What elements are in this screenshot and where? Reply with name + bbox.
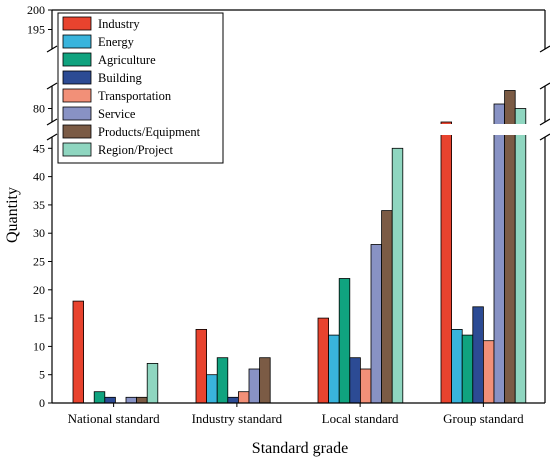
y-tick-label-30: 30	[33, 226, 45, 240]
legend-swatch-5	[62, 106, 92, 121]
axis-break-mark-1-1-1	[539, 45, 550, 53]
axis-break-mark-1-0-1	[539, 82, 550, 90]
bar-region-project-2	[391, 147, 404, 404]
x-axis-title: Standard grade	[252, 440, 348, 457]
bar-service-1	[248, 368, 261, 404]
bar-building-0	[104, 396, 116, 404]
y-axis-title: Quantity	[4, 187, 21, 243]
bar-building-2	[349, 357, 361, 404]
bar-service-3	[493, 103, 506, 404]
y-tick-label-5: 5	[39, 368, 45, 382]
legend-swatch-6	[62, 124, 92, 139]
bar-agriculture-3	[461, 334, 474, 404]
bar-industry-2	[317, 317, 330, 404]
bar-industry-3	[440, 121, 453, 404]
legend-swatch-7	[62, 142, 92, 157]
legend-label-2: Agriculture	[98, 53, 156, 67]
legend-label-4: Transportation	[98, 89, 172, 103]
legend-swatch-2	[62, 52, 92, 67]
bar-industry-1	[195, 328, 208, 404]
legend-swatch-0	[62, 16, 92, 31]
bar-region-project-0	[146, 362, 159, 404]
bar-transportation-3	[482, 340, 495, 404]
y-tick-label-195: 195	[27, 23, 45, 37]
bar-energy-2	[328, 334, 340, 404]
bar-products-equipment-0	[136, 396, 148, 404]
legend-label-0: Industry	[98, 17, 140, 31]
legend-label-3: Building	[98, 71, 143, 85]
bar-products-equipment-3	[504, 90, 516, 404]
legend-label-5: Service	[98, 107, 136, 121]
ticks-layer: 0 5 10 15 20 25 30 35 40 45 80 195 200	[27, 3, 52, 410]
legend-swatch-4	[62, 88, 92, 103]
bar-energy-1	[206, 374, 218, 404]
axis-break-mark-1-1-0	[46, 45, 58, 53]
category-label-0: National standard	[68, 411, 161, 426]
y-tick-label-40: 40	[33, 170, 45, 184]
legend: Industry Energy Agriculture Building Transpo…	[57, 12, 224, 164]
y-tick-label-80: 80	[33, 102, 45, 116]
axis-break-mark-0-0-1	[539, 133, 550, 141]
y-tick-label-200: 200	[27, 3, 45, 17]
y-tick-label-35: 35	[33, 198, 45, 212]
bar-products-equipment-2	[381, 210, 393, 404]
axis-break-mark-0-1-0	[46, 118, 58, 126]
axis-break-mark-0-0-0	[46, 133, 58, 141]
legend-label-1: Energy	[98, 35, 135, 49]
category-label-2: Local standard	[322, 411, 399, 426]
bar-region-project-3	[514, 108, 527, 404]
category-labels-layer: National standard Industry standard Local …	[68, 403, 524, 426]
axis-break-mark-1-0-0	[46, 82, 58, 90]
bar-transportation-1	[237, 391, 250, 404]
bar-building-1	[227, 396, 239, 404]
bar-building-3	[472, 306, 484, 404]
bar-service-2	[370, 244, 383, 404]
y-tick-label-10: 10	[33, 339, 45, 353]
legend-swatch-3	[62, 70, 92, 85]
y-tick-label-0: 0	[39, 396, 45, 410]
bar-agriculture-1	[216, 357, 229, 404]
y-tick-label-15: 15	[33, 311, 45, 325]
bar-service-0	[125, 396, 138, 404]
y-tick-label-20: 20	[33, 283, 45, 297]
bar-transportation-2	[359, 368, 372, 404]
legend-label-6: Products/Equipment	[98, 125, 201, 139]
bar-products-equipment-1	[259, 357, 271, 404]
bar-agriculture-2	[338, 278, 351, 404]
bar-agriculture-0	[93, 391, 106, 404]
category-label-3: Group standard	[443, 411, 524, 426]
legend-swatch-1	[62, 34, 92, 49]
axes-layer	[46, 9, 550, 404]
y-tick-label-45: 45	[33, 141, 45, 155]
y-tick-label-25: 25	[33, 255, 45, 269]
legend-label-7: Region/Project	[98, 143, 174, 157]
category-label-1: Industry standard	[192, 411, 283, 426]
axis-break-gap-0	[53, 124, 544, 135]
bar-industry-0	[72, 300, 85, 404]
bar-energy-3	[451, 328, 463, 404]
axis-break-mark-0-1-1	[539, 118, 550, 126]
